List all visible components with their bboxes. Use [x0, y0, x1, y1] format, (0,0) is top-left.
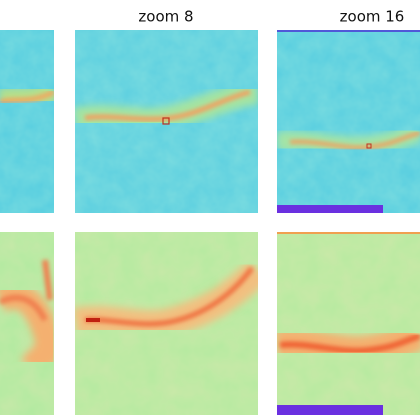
image-panel	[277, 232, 420, 415]
image-panel	[75, 232, 258, 415]
column-title: zoom 16	[340, 8, 405, 26]
column-title: zoom 8	[138, 8, 193, 26]
image-panel	[0, 232, 54, 415]
image-panel	[277, 30, 420, 213]
image-panel	[0, 30, 54, 213]
image-panel	[75, 30, 258, 213]
